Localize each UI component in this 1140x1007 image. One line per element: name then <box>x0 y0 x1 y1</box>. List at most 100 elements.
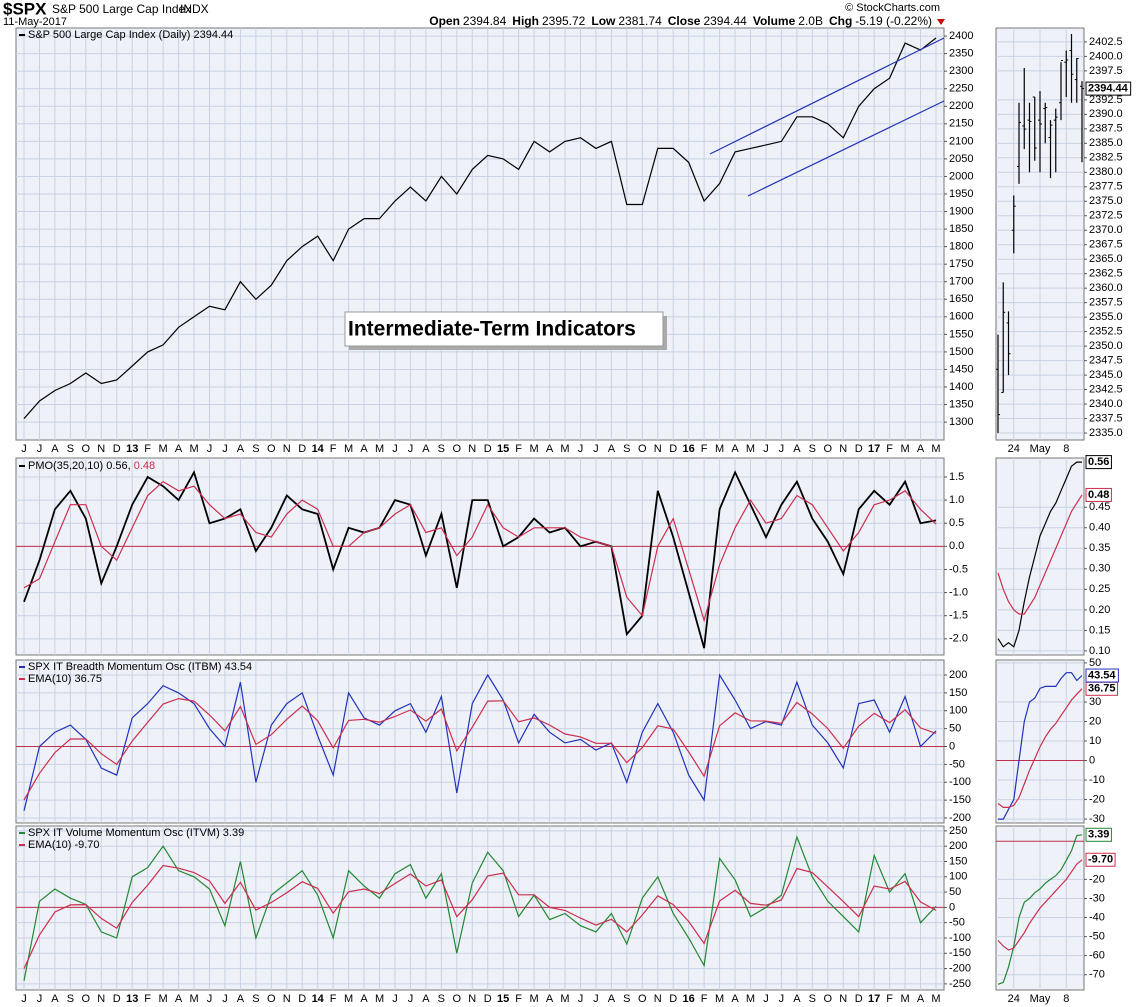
x-tick-label: N <box>468 993 476 1005</box>
quote-line: Open 2394.84 High 2395.72 Low 2381.74 Close 239… <box>429 14 932 28</box>
x-tick-label: M <box>344 443 353 455</box>
y-tick-label: 1800 <box>949 241 973 253</box>
y-tick-label: 1.0 <box>949 494 964 506</box>
y-tick-label: 2335.0 <box>1089 427 1123 439</box>
x-tick-label: 14 <box>312 993 325 1005</box>
y-tick-label: 2357.5 <box>1089 297 1123 309</box>
quote-label: Volume <box>753 14 796 28</box>
y-tick-label: 2370.0 <box>1089 224 1123 236</box>
y-tick-label: -20 <box>1089 793 1105 805</box>
x-tick-label: D <box>855 993 863 1005</box>
x-tick-label: O <box>267 443 276 455</box>
y-tick-label: -20 <box>1089 873 1105 885</box>
y-tick-label: 2250 <box>949 83 973 95</box>
y-tick-label: -1.0 <box>949 586 968 598</box>
x-tick-label: S <box>623 443 630 455</box>
y-tick-label: 1700 <box>949 276 973 288</box>
x-tick-label: J <box>37 443 43 455</box>
x-tick-label: M <box>900 993 909 1005</box>
y-tick-label: 150 <box>949 855 967 867</box>
series-line <box>997 859 1083 951</box>
quote-value: 2394.44 <box>703 14 747 28</box>
y-tick-label: 2050 <box>949 153 973 165</box>
y-tick-label: 2375.0 <box>1089 195 1123 207</box>
x-tick-label: F <box>144 993 151 1005</box>
y-tick-label: 2400 <box>949 30 973 42</box>
x-tick-label: N <box>97 443 105 455</box>
y-tick-label: -100 <box>949 776 971 788</box>
y-tick-label: -2.0 <box>949 633 968 645</box>
y-tick-label: 250 <box>949 825 967 837</box>
legend: PMO(35,20,10) 0.56, 0.48 <box>28 460 155 472</box>
x-tick-label: M <box>375 443 384 455</box>
x-tick-label: J <box>408 443 414 455</box>
y-tick-label: 150 <box>949 687 967 699</box>
x-tick-label: F <box>886 993 893 1005</box>
y-tick-label: 10 <box>1089 735 1101 747</box>
x-tick-label: O <box>638 443 647 455</box>
x-tick-label: A <box>360 443 368 455</box>
y-tick-label: -200 <box>949 812 971 824</box>
x-tick-label: S <box>67 993 74 1005</box>
x-tick-label: S <box>252 443 259 455</box>
value-box <box>1085 81 1132 96</box>
y-tick-label: 0.20 <box>1089 604 1110 616</box>
x-tick-label: D <box>855 443 863 455</box>
x-tick-label: O <box>82 443 91 455</box>
x-tick-label: J <box>578 443 584 455</box>
y-tick-label: 2347.5 <box>1089 355 1123 367</box>
y-tick-label: 50 <box>949 886 961 898</box>
x-tick-label: 8 <box>1063 443 1069 455</box>
x-tick-label: J <box>779 993 785 1005</box>
x-tick-label: M <box>189 443 198 455</box>
x-tick-label: F <box>330 993 337 1005</box>
y-tick-label: 0.30 <box>1089 563 1110 575</box>
y-tick-label: 0 <box>949 740 955 752</box>
x-tick-label: J <box>392 993 398 1005</box>
trend-channel-upper <box>709 37 945 155</box>
y-tick-label: 2360.0 <box>1089 282 1123 294</box>
legend-entry: SPX IT Breadth Momentum Osc (ITBM) 43.54 <box>28 661 252 673</box>
x-tick-label: 16 <box>683 993 695 1005</box>
y-tick-label: 2365.0 <box>1089 253 1123 265</box>
value-box-label: 0.48 <box>1088 489 1109 501</box>
legend-entry: SPX IT Volume Momentum Osc (ITVM) 3.39 <box>28 827 244 839</box>
y-tick-label: 0.5 <box>949 517 964 529</box>
value-box <box>1085 455 1112 470</box>
x-tick-label: N <box>654 443 662 455</box>
x-tick-label: O <box>453 993 462 1005</box>
y-tick-label: 2400.0 <box>1089 50 1123 62</box>
y-tick-label: -50 <box>1089 931 1105 943</box>
y-tick-label: 1500 <box>949 346 973 358</box>
value-box-label: 0.56 <box>1088 456 1109 468</box>
y-tick-label: 2355.0 <box>1089 311 1123 323</box>
x-tick-label: M <box>746 993 755 1005</box>
x-tick-label: F <box>886 443 893 455</box>
x-tick-label: F <box>701 993 708 1005</box>
x-tick-label: A <box>917 993 925 1005</box>
x-tick-label: 17 <box>868 993 880 1005</box>
y-tick-label: 2337.5 <box>1089 412 1123 424</box>
series-line <box>23 864 937 969</box>
value-box-label: 2394.44 <box>1088 83 1129 95</box>
quote-label: Open <box>429 14 460 28</box>
x-tick-label: O <box>638 993 647 1005</box>
legend-entry: 0.48 <box>134 460 155 472</box>
x-tick-label: M <box>530 993 539 1005</box>
x-tick-label: 13 <box>126 443 138 455</box>
y-tick-label: -50 <box>949 758 965 770</box>
x-tick-label: O <box>453 443 462 455</box>
y-tick-label: 0 <box>949 901 955 913</box>
y-tick-label: -40 <box>1089 911 1105 923</box>
legend-entry: S&P 500 Large Cap Index (Daily) 2394.44 <box>28 29 233 41</box>
x-tick-label: F <box>515 993 522 1005</box>
x-tick-label: 16 <box>683 443 695 455</box>
x-tick-label: A <box>175 993 183 1005</box>
x-tick-label: M <box>530 443 539 455</box>
x-tick-label: A <box>731 443 739 455</box>
x-tick-label: M <box>159 443 168 455</box>
x-tick-label: N <box>839 993 847 1005</box>
x-tick-label: M <box>746 443 755 455</box>
panel <box>15 825 945 991</box>
y-tick-label: 2350.0 <box>1089 340 1123 352</box>
